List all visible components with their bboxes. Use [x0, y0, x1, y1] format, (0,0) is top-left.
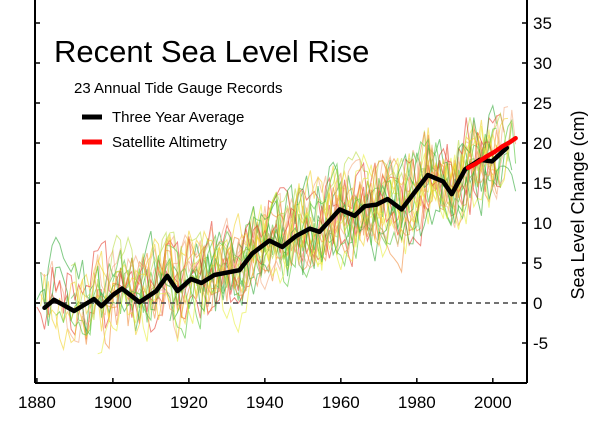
y-tick-label: 35: [533, 14, 552, 33]
y-tick-label: 10: [533, 214, 552, 233]
chart-title: Recent Sea Level Rise: [54, 34, 369, 69]
y-tick-label: -5: [533, 334, 548, 353]
x-tick-label: 1880: [18, 393, 56, 412]
tide-gauge-series: [150, 144, 505, 339]
y-tick-label: 20: [533, 134, 552, 153]
tide-gauge-records: [36, 104, 517, 355]
tide-gauge-series: [169, 165, 517, 322]
y-tick-label: 30: [533, 54, 552, 73]
satellite-altimetry-line: [465, 135, 518, 171]
y-tick-label: 25: [533, 94, 552, 113]
legend-label-average: Three Year Average: [112, 109, 244, 126]
legend-label-satellite: Satellite Altimetry: [112, 134, 228, 151]
x-tick-label: 1920: [170, 393, 208, 412]
x-tick-label: 1900: [94, 393, 132, 412]
y-tick-label: 5: [533, 254, 542, 273]
tide-gauge-series: [97, 173, 494, 355]
y-tick-label: 15: [533, 174, 552, 193]
x-tick-label: 1960: [322, 393, 360, 412]
y-axis-label: Sea Level Change (cm): [568, 110, 588, 299]
axes: 1880 1900 1920 1940 1960 1980 2000 -5 0 5 10 15 20 25…: [18, 0, 552, 412]
chart-subtitle: 23 Annual Tide Gauge Records: [74, 80, 282, 97]
tide-gauge-series: [112, 127, 497, 322]
y-tick-label: 0: [533, 294, 542, 313]
x-tick-label: 1980: [398, 393, 436, 412]
three-year-average-line: [42, 145, 510, 314]
legend: Three Year Average Satellite Altimetry: [82, 109, 244, 151]
x-tick-label: 1940: [246, 393, 284, 412]
x-tick-label: 2000: [474, 393, 512, 412]
